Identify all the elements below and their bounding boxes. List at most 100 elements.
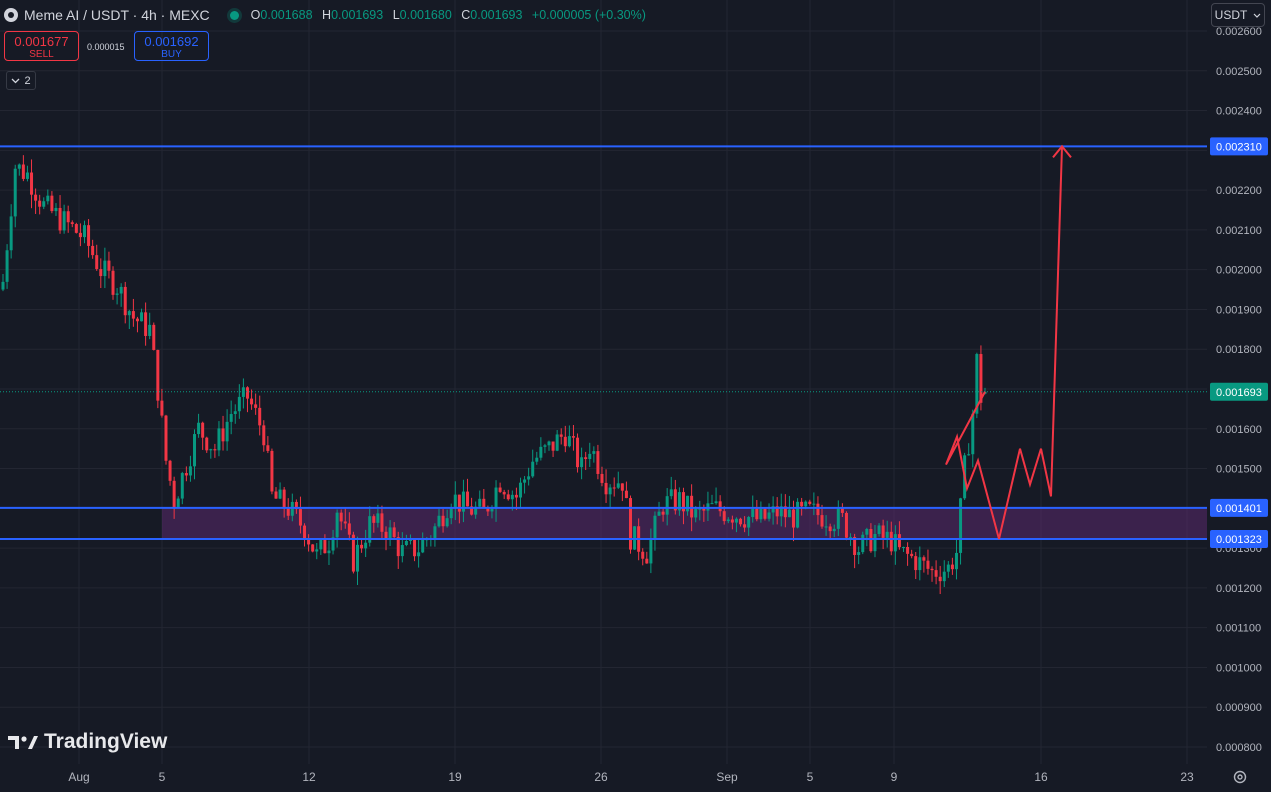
candle-body bbox=[653, 515, 657, 539]
price-tick-label: 0.002400 bbox=[1216, 106, 1262, 118]
low-label: L bbox=[392, 8, 400, 22]
chevron-down-icon bbox=[11, 78, 20, 83]
candle-body bbox=[588, 453, 592, 460]
candle-body bbox=[172, 480, 176, 508]
candle-body bbox=[836, 508, 840, 529]
buy-label: BUY bbox=[161, 49, 182, 60]
candle-body bbox=[629, 498, 633, 550]
candle-body bbox=[298, 509, 302, 526]
candle-body bbox=[343, 521, 347, 524]
candle-body bbox=[21, 164, 25, 179]
candle-body bbox=[99, 269, 103, 277]
change-value: +0.000005 (+0.30%) bbox=[531, 8, 646, 22]
candle-body bbox=[457, 494, 461, 512]
candle-body bbox=[95, 255, 99, 270]
candle-body bbox=[449, 507, 453, 519]
candle-body bbox=[763, 508, 767, 519]
open-value: 0.001688 bbox=[260, 8, 313, 22]
candle-body bbox=[237, 396, 241, 412]
candle-body bbox=[254, 404, 258, 408]
indicators-toggle[interactable]: 2 bbox=[6, 71, 36, 90]
candle-body bbox=[523, 479, 527, 483]
price-tick-label: 0.000900 bbox=[1216, 702, 1262, 714]
candle-body bbox=[527, 476, 531, 480]
candle-body bbox=[62, 211, 66, 231]
price-tick-label: 0.002100 bbox=[1216, 225, 1262, 237]
candle-body bbox=[596, 451, 600, 474]
candle-body bbox=[17, 164, 21, 169]
candle-body bbox=[184, 473, 188, 476]
spread-value: 0.000015 bbox=[87, 42, 125, 52]
candle-body bbox=[893, 534, 897, 552]
candle-body bbox=[620, 483, 624, 491]
candle-body bbox=[250, 398, 254, 405]
candle-body bbox=[849, 537, 853, 539]
sell-button[interactable]: 0.001677 SELL bbox=[4, 31, 79, 61]
candle-body bbox=[25, 172, 29, 179]
candle-body bbox=[498, 487, 502, 492]
candle-body bbox=[144, 312, 148, 336]
time-tick-label: 5 bbox=[807, 770, 814, 784]
level-price-badge bbox=[1210, 529, 1268, 548]
price-tick-label: 0.002200 bbox=[1216, 185, 1262, 197]
candle-body bbox=[282, 489, 286, 509]
price-tick-label: 0.001100 bbox=[1216, 623, 1261, 635]
market-status-icon[interactable] bbox=[229, 10, 239, 20]
candle-body bbox=[303, 525, 307, 540]
currency-value: USDT bbox=[1214, 8, 1248, 22]
candles bbox=[1, 155, 987, 595]
candle-body bbox=[694, 509, 698, 518]
candle-body bbox=[946, 564, 950, 572]
candle-body bbox=[364, 542, 368, 549]
price-tick-label: 0.002000 bbox=[1216, 265, 1262, 277]
candle-body bbox=[421, 539, 425, 553]
settings-gear-icon[interactable] bbox=[1232, 769, 1248, 785]
candle-body bbox=[718, 501, 722, 512]
projected-path[interactable] bbox=[945, 146, 1063, 540]
time-tick-label: Aug bbox=[68, 770, 89, 784]
candle-body bbox=[66, 211, 70, 223]
candle-body bbox=[445, 518, 449, 527]
time-axis[interactable] bbox=[0, 764, 1207, 792]
last-price-badge bbox=[1210, 382, 1268, 401]
candle-body bbox=[311, 544, 315, 552]
price-tick-label: 0.002500 bbox=[1216, 66, 1262, 78]
candle-body bbox=[734, 518, 738, 523]
candle-body bbox=[323, 539, 327, 554]
candle-body bbox=[571, 436, 575, 438]
candle-body bbox=[971, 413, 975, 455]
candle-body bbox=[791, 509, 795, 528]
support-zone bbox=[162, 507, 1207, 539]
candle-body bbox=[889, 531, 893, 552]
candle-body bbox=[54, 207, 58, 212]
candle-body bbox=[881, 525, 885, 538]
candle-body bbox=[657, 511, 661, 516]
candle-body bbox=[176, 498, 180, 508]
candle-body bbox=[152, 324, 156, 350]
candle-body bbox=[604, 482, 608, 495]
candle-body bbox=[437, 515, 441, 527]
price-tick-label: 0.002600 bbox=[1216, 26, 1262, 38]
currency-select[interactable]: USDT bbox=[1211, 3, 1265, 27]
candle-body bbox=[274, 491, 278, 499]
symbol-title[interactable]: Meme AI / USDT · 4h · MEXC bbox=[24, 7, 210, 23]
price-tick-label: 0.001600 bbox=[1216, 424, 1262, 436]
candle-body bbox=[315, 549, 319, 552]
candle-body bbox=[576, 437, 580, 468]
candle-body bbox=[46, 195, 50, 202]
candle-body bbox=[722, 511, 726, 522]
candle-body bbox=[551, 441, 555, 451]
candle-body bbox=[111, 270, 115, 295]
candle-body bbox=[730, 519, 734, 523]
candle-body bbox=[942, 571, 946, 582]
candle-body bbox=[783, 506, 787, 518]
candle-body bbox=[470, 506, 474, 515]
candle-body bbox=[209, 449, 213, 451]
buy-button[interactable]: 0.001692 BUY bbox=[134, 31, 209, 61]
candle-body bbox=[331, 537, 335, 551]
low-value: 0.001680 bbox=[399, 8, 452, 22]
time-tick-label: 26 bbox=[594, 770, 608, 784]
candle-body bbox=[592, 451, 596, 454]
time-tick-label: 9 bbox=[891, 770, 898, 784]
